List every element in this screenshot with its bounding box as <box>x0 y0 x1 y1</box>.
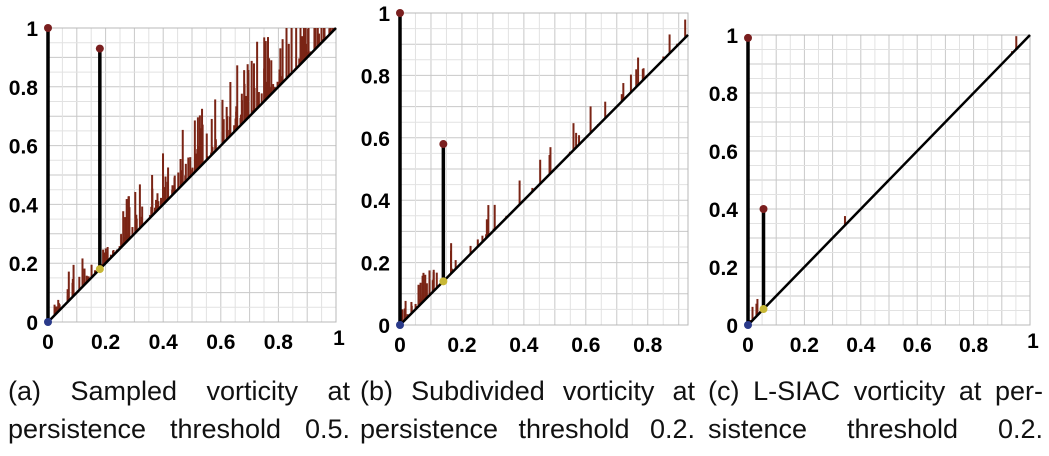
panel-c: 0 0.2 0.4 0.6 0.8 1 0 0.2 0.4 0.6 0.8 1 <box>700 0 1049 360</box>
y-tick-label: 1 <box>378 3 390 26</box>
grid <box>47 27 337 323</box>
y-tick-label: 0 <box>378 315 390 338</box>
persistence-plot: 0 0.2 0.4 0.6 0.8 1 0 0.2 0.4 0.6 0.8 1 <box>9 18 345 354</box>
birth-point-2 <box>95 265 104 274</box>
x-tick-label: 0.4 <box>149 331 179 354</box>
death-point-2 <box>95 44 104 53</box>
y-tick-label: 0.4 <box>9 194 39 217</box>
y-tick-label: 0.2 <box>9 253 38 276</box>
diagonal-line <box>47 27 337 323</box>
x-tick-label: 0.4 <box>846 334 876 357</box>
caption-c-line-2: sistence threshold 0.2. <box>708 414 1043 444</box>
panel-a: 0 0.2 0.4 0.6 0.8 1 0 0.2 0.4 0.6 0.8 1 <box>0 0 350 360</box>
birth-point-1 <box>44 318 52 326</box>
x-tick-label: 1 <box>333 327 345 350</box>
y-tick-label: 0.6 <box>709 141 738 164</box>
x-tick-label: 0.2 <box>447 334 476 357</box>
x-tick-label: 0.6 <box>903 334 932 357</box>
x-tick-label: 1 <box>1027 330 1039 353</box>
x-tick-label: 0.8 <box>959 334 989 357</box>
birth-point-1 <box>744 321 752 329</box>
y-tick-label: 0 <box>726 315 738 338</box>
y-tick-label: 1 <box>726 25 738 48</box>
caption-c: (c) L-SIAC vorticity at per- sistence th… <box>708 372 1043 448</box>
y-tick-label: 0.6 <box>361 128 390 151</box>
y-tick-label: 0 <box>26 312 38 335</box>
y-tick-label: 0.8 <box>9 77 39 100</box>
x-tick-label: 0.8 <box>633 334 663 357</box>
grid <box>747 34 1031 326</box>
diagonal-line <box>747 34 1031 326</box>
caption-b-line-1: (b) Subdivided vorticity at <box>360 376 695 406</box>
y-tick-label: 0.8 <box>709 83 739 106</box>
y-tick-label: 1 <box>26 18 38 41</box>
panel-b: 0 0.2 0.4 0.6 0.8 0 0.2 0.4 0.6 0.8 1 <box>355 0 695 360</box>
death-point-1 <box>396 9 404 17</box>
y-tick-label: 0.2 <box>709 257 738 280</box>
caption-b: (b) Subdivided vorticity at persistence … <box>360 372 695 448</box>
x-tick-label: 0.6 <box>206 331 235 354</box>
y-tick-label: 0.2 <box>361 253 390 276</box>
persistence-plot: 0 0.2 0.4 0.6 0.8 1 0 0.2 0.4 0.6 0.8 1 <box>709 25 1039 357</box>
x-tick-label: 0 <box>394 334 406 357</box>
y-tick-label: 0.4 <box>709 199 739 222</box>
x-tick-label: 0 <box>742 334 754 357</box>
x-tick-label: 0.6 <box>571 334 600 357</box>
diagonal-line <box>399 33 689 326</box>
caption-a-line-1: (a) Sampled vorticity at <box>8 376 350 406</box>
x-tick-label: 0.2 <box>91 331 120 354</box>
birth-point-2 <box>439 277 448 286</box>
caption-c-line-1: (c) L-SIAC vorticity at per- <box>708 376 1043 406</box>
noise-bars <box>399 19 687 325</box>
death-point-1 <box>44 24 52 32</box>
death-point-2 <box>759 205 768 213</box>
y-tick-label: 0.8 <box>361 65 391 88</box>
persistence-plot: 0 0.2 0.4 0.6 0.8 0 0.2 0.4 0.6 0.8 1 <box>361 3 689 357</box>
death-point-1 <box>744 33 752 42</box>
y-tick-label: 0.4 <box>361 190 391 213</box>
birth-point-2 <box>759 305 768 314</box>
death-point-2 <box>439 140 448 149</box>
caption-a: (a) Sampled vorticity at persistence thr… <box>8 372 350 448</box>
y-tick-label: 0.6 <box>9 136 38 159</box>
x-tick-label: 0.4 <box>509 334 539 357</box>
grid <box>399 12 689 326</box>
caption-b-line-2: persistence threshold 0.2. <box>360 414 695 444</box>
x-tick-label: 0.8 <box>264 331 294 354</box>
birth-point-1 <box>396 321 404 329</box>
caption-a-line-2: persistence threshold 0.5. <box>8 414 350 444</box>
x-tick-label: 0 <box>42 331 54 354</box>
x-tick-label: 0.2 <box>790 334 819 357</box>
